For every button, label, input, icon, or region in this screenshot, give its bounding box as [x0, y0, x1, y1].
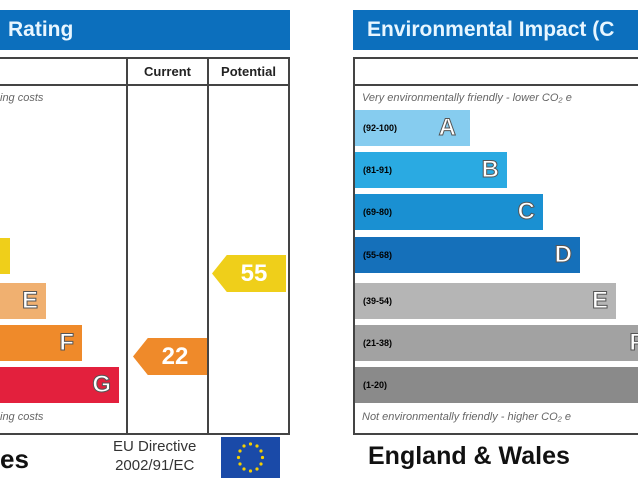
band-range: (92-100) [363, 123, 398, 133]
env-band-e: (39-54) E [355, 283, 616, 319]
env-band-d: (55-68) D [355, 237, 580, 273]
top-note: Very environmentally friendly - lower CO… [362, 92, 572, 104]
footer-region: es [0, 444, 29, 474]
env-band-a: (92-100) A [355, 110, 470, 146]
eu-directive-text: EU Directive 2002/91/EC [113, 437, 196, 475]
env-band-c: (69-80) C [355, 194, 543, 230]
eu-directive-line2: 2002/91/EC [115, 457, 195, 474]
band-range: (81-91) [363, 165, 393, 175]
energy-band-e: E [0, 283, 46, 319]
env-band-b: (81-91) B [355, 152, 507, 188]
top-note: ing costs [0, 92, 44, 104]
divider [0, 84, 290, 86]
eu-flag-icon [221, 437, 280, 478]
footer-region: England & Wales [368, 442, 570, 470]
energy-rating-header: Rating [0, 10, 290, 50]
band-letter: F [59, 329, 75, 357]
band-letter: E [21, 287, 38, 315]
band-letter: B [481, 156, 499, 184]
potential-rating-arrow: 55 [212, 255, 286, 292]
band-range: (69-80) [363, 207, 393, 217]
eu-directive-line1: EU Directive [113, 438, 197, 455]
column-header-potential: Potential [221, 64, 276, 79]
divider [353, 84, 638, 86]
column-header-current: Current [144, 64, 191, 79]
environmental-impact-header: Environmental Impact (C [353, 10, 638, 50]
energy-band-g: G [0, 367, 119, 403]
env-band-f: (21-38) F [355, 325, 638, 361]
band-letter: A [438, 114, 456, 142]
band-letter: G [92, 371, 112, 399]
bottom-note: ing costs [0, 411, 44, 423]
band-range: (55-68) [363, 250, 393, 260]
band-range: (39-54) [363, 296, 393, 306]
band-range: (1-20) [363, 380, 388, 390]
divider [207, 57, 209, 434]
band-letter: C [517, 198, 535, 226]
band-letter: F [629, 329, 638, 357]
band-letter: D [554, 241, 572, 269]
current-rating-arrow: 22 [133, 338, 207, 375]
energy-rating-table [0, 57, 290, 435]
environmental-impact-table [353, 57, 638, 435]
env-band-g: (1-20) [355, 367, 638, 403]
band-range: (21-38) [363, 338, 393, 348]
energy-band-d [0, 238, 10, 274]
bottom-note: Not environmentally friendly - higher CO… [362, 411, 572, 423]
energy-band-f: F [0, 325, 82, 361]
band-letter: E [591, 287, 608, 315]
divider [126, 57, 128, 434]
